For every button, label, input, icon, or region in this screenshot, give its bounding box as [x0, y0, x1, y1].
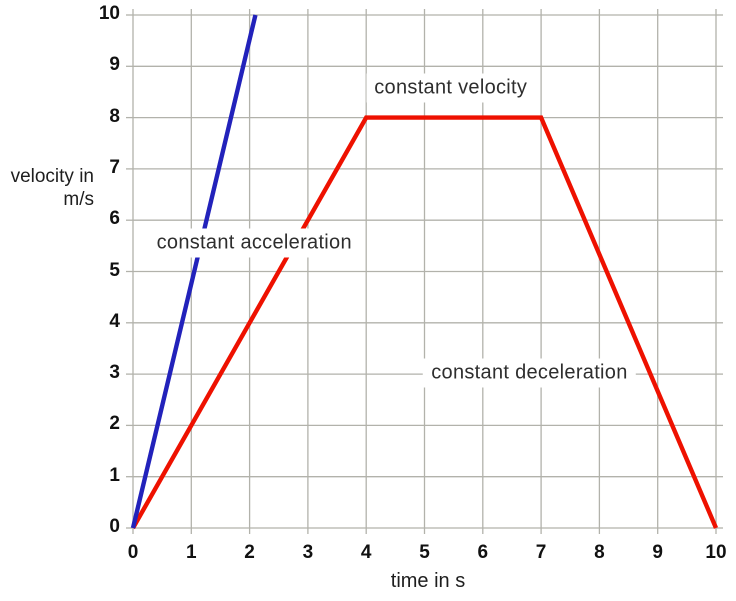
x-tick-label: 4: [360, 542, 372, 563]
x-tick-label: 7: [535, 542, 547, 563]
annotation-constant-velocity: constant velocity: [366, 73, 536, 103]
x-axis-title: time in s: [390, 570, 466, 592]
x-tick-label: 6: [477, 542, 489, 563]
annotation-constant-acceleration: constant acceleration: [148, 228, 360, 258]
y-axis-title-line1: velocity in: [10, 166, 94, 187]
x-tick-label: 2: [244, 542, 255, 563]
x-tick-label: 9: [652, 542, 663, 563]
y-axis-title: velocity in m/s: [0, 165, 94, 211]
x-tick-label: 1: [186, 542, 197, 563]
y-tick-label: 10: [98, 3, 120, 24]
y-axis-title-line2: m/s: [63, 189, 94, 210]
y-tick-label: 2: [109, 413, 120, 435]
y-tick-label: 9: [109, 54, 120, 76]
x-tick-label: 5: [419, 542, 430, 563]
series-line-1: [130, 14, 258, 529]
y-tick-label: 1: [109, 464, 120, 486]
x-tick-label: 0: [127, 542, 139, 563]
series-line-0: [131, 115, 719, 530]
y-tick-label: 5: [109, 259, 120, 281]
y-tick-label: 6: [109, 208, 120, 230]
annotation-constant-deceleration: constant deceleration: [423, 358, 636, 388]
x-tick-label: 8: [594, 542, 605, 563]
y-tick-label: 7: [109, 156, 120, 178]
x-tick-label: 10: [705, 542, 727, 563]
y-tick-label: 0: [109, 516, 120, 537]
x-tick-label: 3: [302, 542, 314, 563]
y-tick-label: 3: [109, 362, 120, 384]
y-tick-label: 4: [109, 310, 120, 332]
y-tick-label: 8: [109, 105, 120, 127]
